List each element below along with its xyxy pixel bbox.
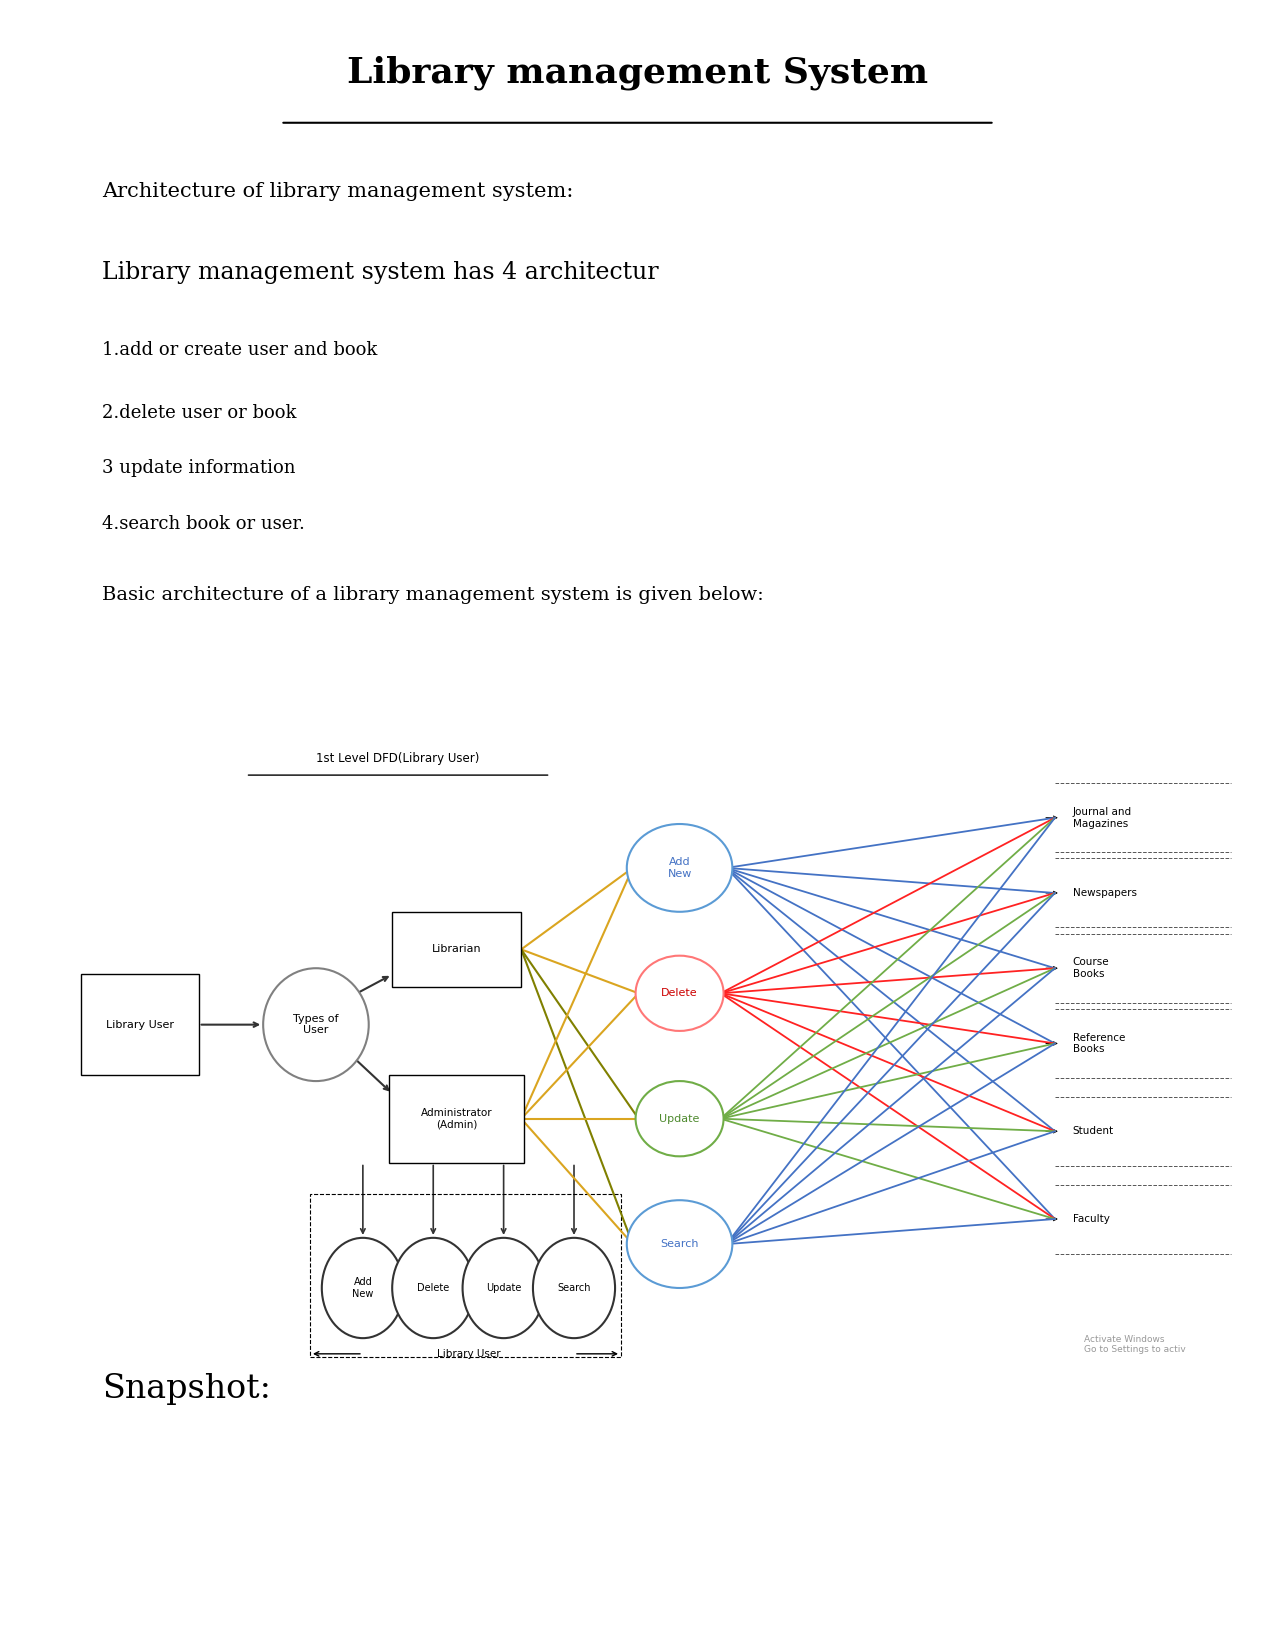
FancyBboxPatch shape <box>82 975 199 1074</box>
FancyBboxPatch shape <box>393 912 521 987</box>
Text: Library management system has 4 architectur: Library management system has 4 architec… <box>102 261 659 284</box>
Text: Update: Update <box>486 1284 521 1294</box>
Text: Delete: Delete <box>662 988 697 998</box>
Text: Add
New: Add New <box>667 856 692 879</box>
Ellipse shape <box>463 1238 544 1338</box>
Text: Journal and
Magazines: Journal and Magazines <box>1072 807 1132 828</box>
Ellipse shape <box>321 1238 404 1338</box>
Text: Delete: Delete <box>417 1284 449 1294</box>
Text: Administrator
(Admin): Administrator (Admin) <box>421 1107 492 1130</box>
Text: Librarian: Librarian <box>432 944 482 954</box>
Text: Types of
User: Types of User <box>293 1013 339 1036</box>
Text: Library User: Library User <box>106 1020 173 1030</box>
Text: 2.delete user or book: 2.delete user or book <box>102 404 297 422</box>
Ellipse shape <box>393 1238 474 1338</box>
Text: Search: Search <box>557 1284 590 1294</box>
Text: Library User: Library User <box>436 1348 500 1360</box>
Text: Basic architecture of a library management system is given below:: Basic architecture of a library manageme… <box>102 586 764 604</box>
Text: Newspapers: Newspapers <box>1072 888 1136 898</box>
Text: Course
Books: Course Books <box>1072 957 1109 978</box>
Text: Reference
Books: Reference Books <box>1072 1033 1125 1054</box>
Ellipse shape <box>627 823 732 912</box>
FancyBboxPatch shape <box>389 1074 524 1163</box>
Text: Faculty: Faculty <box>1072 1214 1109 1224</box>
Text: Architecture of library management system:: Architecture of library management syste… <box>102 182 574 201</box>
Ellipse shape <box>636 955 724 1031</box>
Text: Snapshot:: Snapshot: <box>102 1373 272 1404</box>
Text: Student: Student <box>1072 1127 1113 1137</box>
Text: 1st Level DFD(Library User): 1st Level DFD(Library User) <box>316 752 479 766</box>
Text: Update: Update <box>659 1114 700 1124</box>
Ellipse shape <box>533 1238 615 1338</box>
Text: 4.search book or user.: 4.search book or user. <box>102 515 305 533</box>
Text: Activate Windows
Go to Settings to activ: Activate Windows Go to Settings to activ <box>1084 1335 1186 1355</box>
Ellipse shape <box>627 1200 732 1289</box>
Ellipse shape <box>263 969 368 1081</box>
Text: 1.add or create user and book: 1.add or create user and book <box>102 340 377 358</box>
Text: Search: Search <box>660 1239 699 1249</box>
Text: 3 update information: 3 update information <box>102 459 296 477</box>
Ellipse shape <box>636 1081 724 1157</box>
Text: Add
New: Add New <box>352 1277 374 1299</box>
Text: Library management System: Library management System <box>347 56 928 91</box>
